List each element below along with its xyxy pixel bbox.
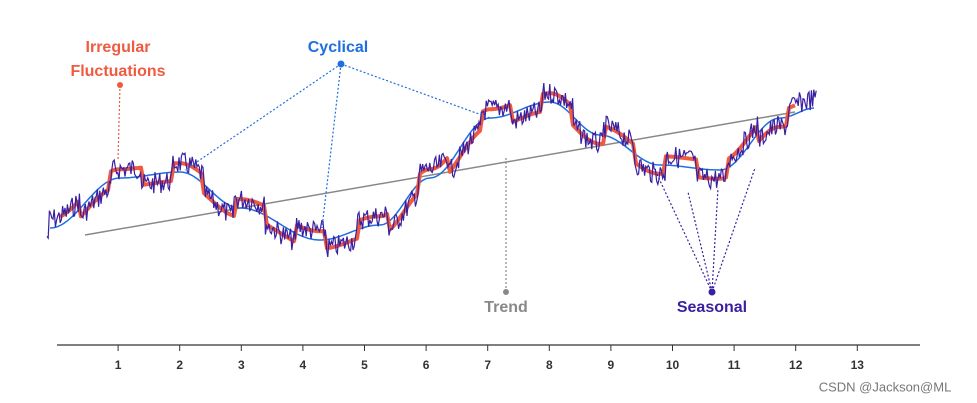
series-curves: [46, 82, 817, 258]
seasonal-pointer: [654, 167, 756, 293]
tick-label: 13: [851, 358, 865, 372]
irregular-dot: [117, 82, 123, 88]
cyclical-pointer: [184, 63, 491, 229]
tick-label: 11: [728, 358, 741, 372]
irregular-label: Irregular: [86, 39, 151, 56]
x-ticks: 1 2 3 4 5 6 7 8 9 10 11 12 13: [115, 345, 865, 372]
irregular-label: Fluctuations: [70, 63, 165, 80]
watermark: CSDN @Jackson@ML: [819, 379, 952, 394]
irregular-pointer: [117, 84, 121, 161]
tick-label: 6: [423, 358, 430, 372]
tick-label: 7: [484, 358, 491, 372]
cyclical-curve: [49, 101, 815, 241]
tick-label: 2: [176, 358, 183, 372]
cyclical-dot: [337, 60, 345, 68]
seasonal-label: Seasonal: [677, 299, 747, 316]
tick-label: 8: [546, 358, 553, 372]
tick-label: 5: [361, 358, 368, 372]
irregular-curve: [46, 82, 817, 258]
tick-label: 12: [789, 358, 803, 372]
tick-label: 10: [666, 358, 680, 372]
tick-label: 1: [115, 358, 122, 372]
cyclical-label: Cyclical: [308, 39, 368, 56]
tick-label: 9: [608, 358, 615, 372]
tick-label: 4: [300, 358, 307, 372]
seasonal-dot: [708, 288, 716, 296]
pointers: [117, 63, 756, 293]
tick-label: 3: [238, 358, 245, 372]
trend-dot: [503, 289, 509, 295]
trend-label: Trend: [484, 299, 528, 316]
